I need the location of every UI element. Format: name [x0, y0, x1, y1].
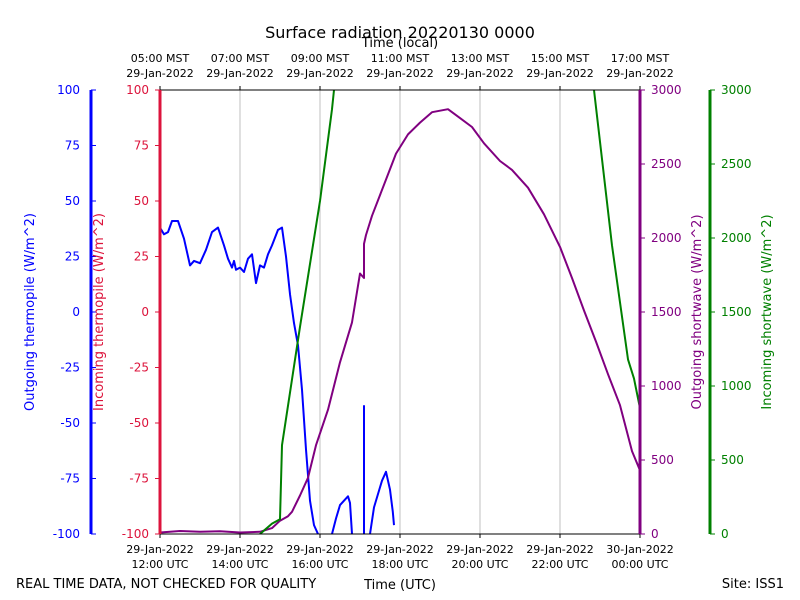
y-axis-title: Incoming shortwave (W/m^2) [760, 214, 775, 409]
y-tick-label: 0 [721, 527, 729, 541]
y-axes: -100 -75 -50 -25 0 25 50 75 100 Outgoing thermopi… [23, 83, 775, 541]
y-tick-label: 1500 [651, 305, 682, 319]
y-tick-label: 3000 [651, 83, 682, 97]
y-tick-label: 0 [141, 305, 149, 319]
top-tick-label: 09:00 MST [291, 52, 350, 65]
bottom-tick-label: 20:00 UTC [451, 558, 508, 571]
y-tick-label: 50 [65, 194, 80, 208]
top-tick-label: 29-Jan-2022 [126, 67, 194, 80]
top-tick-label: 29-Jan-2022 [606, 67, 674, 80]
quality-note: REAL TIME DATA, NOT CHECKED FOR QUALITY [16, 577, 316, 592]
top-tick-label: 29-Jan-2022 [286, 67, 354, 80]
y-tick-label: -75 [60, 472, 80, 486]
x-axis-label: Time (UTC) [363, 578, 436, 593]
bottom-tick-label: 29-Jan-2022 [526, 543, 594, 556]
y-tick-label: 2500 [651, 157, 682, 171]
y-tick-label: 2000 [651, 231, 682, 245]
y-axis-title: Incoming thermopile (W/m^2) [92, 213, 107, 411]
grid-lines [239, 90, 561, 534]
y-tick-label: 50 [134, 194, 149, 208]
bottom-tick-label: 18:00 UTC [371, 558, 428, 571]
y-tick-label: 3000 [721, 83, 752, 97]
bottom-tick-label: 14:00 UTC [211, 558, 268, 571]
plot-clip-group [160, 90, 640, 534]
y-tick-label: -25 [60, 361, 80, 375]
bottom-tick-label: 29-Jan-2022 [206, 543, 274, 556]
y-tick-label: -75 [129, 472, 149, 486]
y-tick-label: 500 [721, 453, 744, 467]
y-tick-label: -100 [53, 527, 80, 541]
y-tick-label: 75 [65, 139, 80, 153]
series-line [160, 220, 319, 534]
bottom-tick-label: 12:00 UTC [131, 558, 188, 571]
y-tick-label: 500 [651, 453, 674, 467]
series-line [160, 108, 640, 534]
top-tick-label: 17:00 MST [611, 52, 670, 65]
bottom-tick-label: 29-Jan-2022 [366, 543, 434, 556]
y-tick-label: 2000 [721, 231, 752, 245]
top-axis-label: Time (local) [361, 36, 438, 51]
bottom-tick-label: 00:00 UTC [611, 558, 668, 571]
y-tick-label: 1500 [721, 305, 752, 319]
top-tick-label: 05:00 MST [131, 52, 190, 65]
top-tick-label: 13:00 MST [451, 52, 510, 65]
top-tick-label: 15:00 MST [531, 52, 590, 65]
top-tick-label: 29-Jan-2022 [206, 67, 274, 80]
y-tick-label: 25 [65, 250, 80, 264]
site-label: Site: ISS1 [722, 577, 784, 592]
y-axis-title: Outgoing shortwave (W/m^2) [690, 214, 705, 409]
bottom-tick-label: 29-Jan-2022 [286, 543, 354, 556]
top-tick-label: 29-Jan-2022 [446, 67, 514, 80]
top-tick-label: 29-Jan-2022 [526, 67, 594, 80]
bottom-tick-label: 16:00 UTC [291, 558, 348, 571]
y-tick-label: -100 [122, 527, 149, 541]
series-line [259, 90, 335, 534]
y-tick-label: 1000 [721, 379, 752, 393]
y-tick-label: 25 [134, 250, 149, 264]
series-line [593, 90, 640, 409]
y-tick-label: 0 [651, 527, 659, 541]
y-tick-label: -50 [60, 416, 80, 430]
bottom-tick-label: 22:00 UTC [531, 558, 588, 571]
top-tick-label: 11:00 MST [371, 52, 430, 65]
y-tick-label: 100 [126, 83, 149, 97]
series-line [369, 470, 395, 534]
y-axis-title: Outgoing thermopile (W/m^2) [23, 213, 38, 411]
chart-title: Surface radiation 20220130 0000 [265, 23, 535, 42]
top-time-axis: 05:00 MST 29-Jan-2022 07:00 MST 29-Jan-2022… [126, 52, 674, 90]
y-tick-label: 0 [72, 305, 80, 319]
bottom-tick-label: 29-Jan-2022 [126, 543, 194, 556]
series-lines [160, 90, 640, 534]
y-tick-label: 1000 [651, 379, 682, 393]
bottom-time-axis: 29-Jan-2022 12:00 UTC 29-Jan-2022 14:00 UTC… [126, 534, 674, 571]
y-tick-label: -25 [129, 361, 149, 375]
y-tick-label: 100 [57, 83, 80, 97]
top-tick-label: 07:00 MST [211, 52, 270, 65]
bottom-tick-label: 29-Jan-2022 [446, 543, 514, 556]
bottom-tick-label: 30-Jan-2022 [606, 543, 674, 556]
series-line [331, 495, 353, 534]
y-tick-label: 2500 [721, 157, 752, 171]
y-tick-label: 75 [134, 139, 149, 153]
y-tick-label: -50 [129, 416, 149, 430]
top-tick-label: 29-Jan-2022 [366, 67, 434, 80]
